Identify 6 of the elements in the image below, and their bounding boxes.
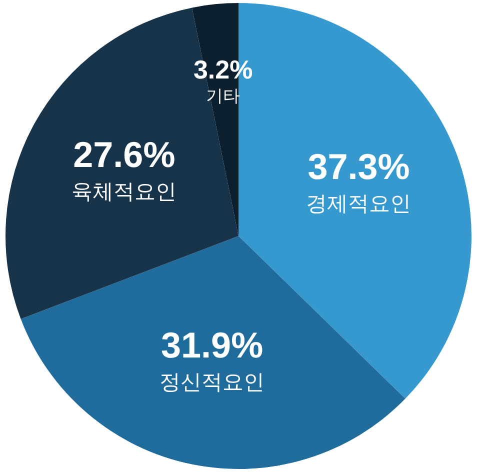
data-label: 31.9% <box>161 324 264 366</box>
data-label: 27.6% <box>73 134 176 175</box>
slice-label: 육체적요인 <box>72 179 177 204</box>
slice-label: 경제적요인 <box>306 192 412 216</box>
data-label: 37.3% <box>308 146 410 188</box>
slice-label: 정신적요인 <box>160 370 265 394</box>
